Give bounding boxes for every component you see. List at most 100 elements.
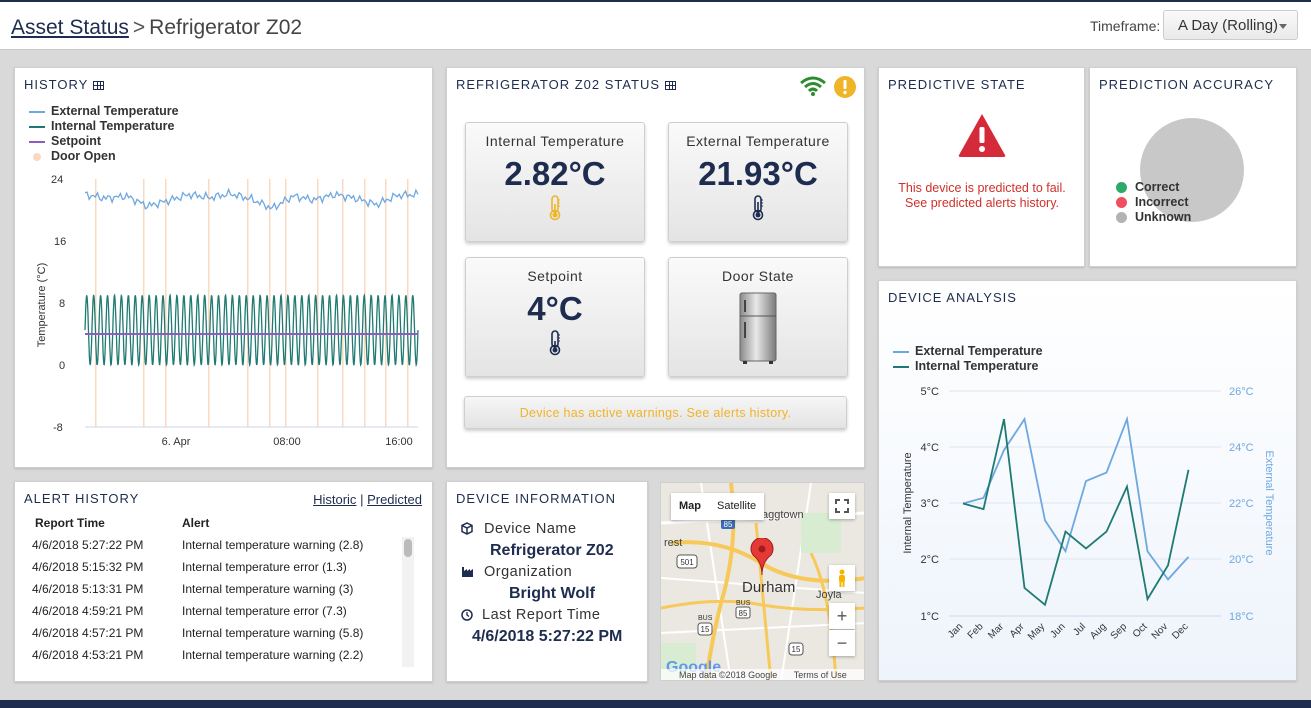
page-header: Asset Status > Refrigerator Z02 Timeframe:… [0,2,1311,50]
prediction-message-line: See predicted alerts history. [904,196,1059,210]
legend-item-external[interactable]: External Temperature [29,104,179,119]
last-report-value: 4/6/2018 5:27:22 PM [472,628,623,645]
y-left-tick: 1°C [921,611,940,623]
legend-swatch [1116,212,1127,223]
alert-cell: Internal temperature warning (3) [182,582,354,596]
accuracy-pie-chart[interactable] [1140,118,1244,222]
history-panel: History External Temperature Internal Te… [14,67,433,468]
thermometer-icon [466,195,644,226]
x-tick-label: 16:00 [385,436,413,448]
setpoint-card: Setpoint 4°C [465,257,645,377]
table-row[interactable]: 4/6/2018 5:13:31 PM Internal temperature … [32,582,417,604]
scrollbar-track[interactable] [402,537,414,667]
y-left-tick: 4°C [921,442,940,454]
map-route-label: 501 [680,558,694,567]
map-shield [788,642,804,656]
x-tick-label: Jun [1048,621,1067,640]
organization-value: Bright Wolf [509,585,595,602]
door-open-band [247,179,249,427]
table-icon[interactable] [93,81,105,90]
prediction-message-line: This device is predicted to fail. [898,181,1066,195]
map-marker-icon[interactable] [750,538,774,576]
timeframe-select[interactable]: A Day (Rolling) [1163,10,1298,40]
legend-item-correct[interactable]: Correct [1114,180,1191,195]
legend-swatch [29,125,45,128]
breadcrumb-asset-status-link[interactable]: Asset Status [11,16,129,39]
table-header: Report Time Alert [32,516,417,538]
table-row[interactable]: 4/6/2018 4:59:21 PM Internal temperature … [32,604,417,626]
legend-swatch [33,152,41,161]
external-temperature-card: External Temperature 21.93°C [668,122,848,242]
legend-item-external[interactable]: External Temperature [893,344,1043,359]
report-time-cell: 4/6/2018 4:53:21 PM [32,648,144,662]
accuracy-legend: Correct Incorrect Unknown [1114,180,1191,225]
breadcrumb: Asset Status > Refrigerator Z02 [11,16,302,40]
legend-item-internal[interactable]: Internal Temperature [29,119,179,134]
y-axis-label: Temperature (°C) [36,263,48,347]
analysis-legend: External Temperature Internal Temperatur… [893,344,1043,374]
alert-cell: Internal temperature error (7.3) [182,604,347,618]
legend-label: External Temperature [51,104,179,118]
legend-item-incorrect[interactable]: Incorrect [1114,195,1191,210]
analysis-title: Device Analysis [888,290,1017,305]
legend-swatch [1116,197,1127,208]
zoom-in-button[interactable]: + [829,603,855,629]
refrigerator-icon [669,292,847,369]
terms-of-use-link[interactable]: Terms of Use [793,670,847,680]
map-place-label: aggtown [762,509,804,521]
legend-item-internal[interactable]: Internal Temperature [893,359,1043,374]
legend-swatch [1116,182,1127,193]
legend-item-door-open[interactable]: Door Open [29,149,179,164]
x-tick-label: Jul [1071,621,1088,638]
analysis-chart: 5°C 4°C 3°C 2°C 1°C 26°C 24°C 22°C 20°C … [902,386,1275,642]
x-tick-label: 6. Apr [162,436,191,448]
y-right-tick: 22°C [1229,498,1254,510]
fullscreen-icon[interactable] [829,493,855,519]
active-warnings-banner[interactable]: Device has active warnings. See alerts h… [464,396,847,429]
link-separator: | [360,492,364,507]
x-tick-label: Nov [1150,621,1170,641]
history-title: History [24,77,105,92]
report-time-cell: 4/6/2018 5:13:31 PM [32,582,144,596]
table-row[interactable]: 4/6/2018 5:27:22 PM Internal temperature … [32,538,417,560]
legend-item-setpoint[interactable]: Setpoint [29,134,179,149]
table-icon[interactable] [665,81,677,90]
chevron-down-icon [1279,24,1287,29]
prediction-message[interactable]: This device is predicted to fail. See pr… [879,181,1085,211]
legend-label: Internal Temperature [51,119,175,133]
legend-item-unknown[interactable]: Unknown [1114,210,1191,225]
column-header[interactable]: Alert [182,516,210,530]
door-open-band [269,179,271,427]
door-state-card: Door State [668,257,848,377]
y-left-axis-label: Internal Temperature [902,452,914,553]
street-view-pegman-icon[interactable] [829,565,855,591]
map-place-label: rest [664,537,682,549]
satellite-view-button[interactable]: Satellite [717,500,757,512]
breadcrumb-current: Refrigerator Z02 [149,16,303,39]
organization-label: Organization [484,564,573,580]
status-panel: Refrigerator Z02 Status Internal Tempera… [446,67,865,468]
alert-cell: Internal temperature warning (2.8) [182,538,364,552]
door-open-band [143,179,145,427]
predicted-link[interactable]: Predicted [367,492,422,507]
y-left-tick: 2°C [921,554,940,566]
zoom-out-button[interactable]: − [829,630,855,656]
map-route-label: 85 [724,520,733,529]
historic-link[interactable]: Historic [313,492,357,507]
x-tick-label: Aug [1088,621,1108,641]
y-right-tick: 26°C [1229,386,1254,398]
clock-icon [461,609,473,621]
table-row[interactable]: 4/6/2018 4:57:21 PM Internal temperature … [32,626,417,648]
map-view-button[interactable]: Map [679,500,701,512]
column-header[interactable]: Report Time [35,516,105,530]
alert-triangle-icon [958,114,1006,157]
y-right-axis-label: External Temperature [1263,451,1275,556]
scrollbar-thumb[interactable] [404,539,412,557]
device-location-map[interactable]: 85 501 rest aggtown Durham Joyla BUS 85 … [660,482,865,681]
table-row[interactable]: 4/6/2018 4:53:21 PM Internal temperature … [32,648,417,670]
device-info-title: Device Information [456,491,617,506]
legend-label: External Temperature [915,344,1043,358]
table-row[interactable]: 4/6/2018 5:15:32 PM Internal temperature … [32,560,417,582]
warning-circle-icon[interactable] [833,75,857,99]
timeframe-value: A Day (Rolling) [1178,17,1279,34]
